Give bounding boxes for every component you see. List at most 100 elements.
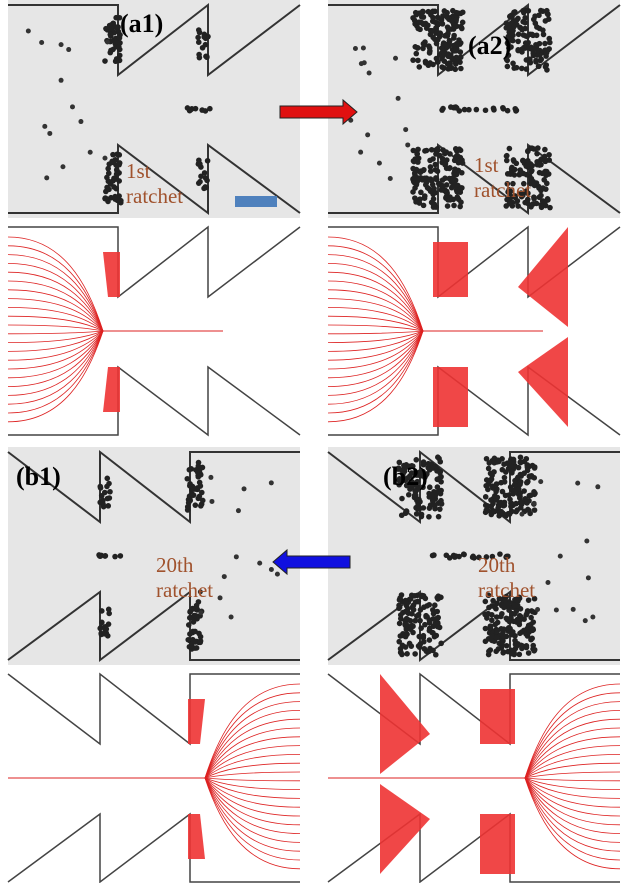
ratchet-annotation: ratchet bbox=[474, 178, 531, 202]
particle bbox=[502, 503, 508, 509]
particle bbox=[396, 605, 402, 611]
particle bbox=[526, 629, 532, 635]
particle bbox=[541, 32, 547, 38]
particle bbox=[184, 476, 190, 482]
particle bbox=[504, 634, 510, 640]
particle bbox=[543, 62, 549, 68]
particle bbox=[529, 163, 535, 169]
particle bbox=[460, 20, 466, 26]
particle bbox=[424, 25, 430, 31]
photo-panel: (b1)20thratchet bbox=[8, 447, 300, 665]
particle bbox=[531, 648, 537, 654]
particle bbox=[106, 187, 112, 193]
particle bbox=[102, 58, 108, 64]
particle bbox=[110, 47, 116, 53]
particle bbox=[105, 40, 110, 45]
particle bbox=[485, 611, 491, 617]
particle bbox=[494, 614, 500, 620]
particle bbox=[503, 493, 509, 499]
particle bbox=[107, 489, 113, 495]
particle bbox=[532, 465, 538, 471]
particle bbox=[546, 152, 552, 158]
particle bbox=[114, 25, 120, 31]
particle bbox=[554, 607, 559, 612]
particle bbox=[26, 28, 31, 33]
particle bbox=[538, 479, 543, 484]
particle bbox=[234, 554, 239, 559]
particle bbox=[193, 502, 199, 508]
particle bbox=[426, 491, 432, 497]
particle bbox=[96, 552, 102, 558]
particle bbox=[457, 204, 463, 210]
particle bbox=[434, 595, 440, 601]
particle bbox=[494, 635, 500, 641]
particle bbox=[105, 166, 111, 172]
particle bbox=[519, 512, 524, 517]
particle bbox=[512, 603, 518, 609]
particle bbox=[532, 501, 537, 506]
particle bbox=[103, 553, 109, 559]
particle bbox=[488, 471, 494, 477]
particle bbox=[453, 56, 459, 62]
particle bbox=[105, 633, 111, 639]
particle bbox=[111, 176, 117, 182]
particle bbox=[107, 32, 113, 38]
particle bbox=[456, 554, 462, 560]
particle bbox=[196, 39, 202, 45]
particle bbox=[113, 58, 119, 64]
particle bbox=[229, 615, 234, 620]
particle bbox=[461, 552, 467, 558]
particle bbox=[197, 472, 203, 478]
photo-panel: (a2)1stratchet bbox=[328, 0, 620, 218]
particle bbox=[545, 11, 551, 17]
particle bbox=[377, 161, 382, 166]
particle bbox=[114, 152, 120, 158]
particle bbox=[521, 10, 527, 16]
particle bbox=[526, 508, 532, 514]
particle bbox=[519, 66, 525, 72]
particle bbox=[269, 480, 274, 485]
particle bbox=[511, 157, 517, 163]
particle bbox=[421, 203, 427, 209]
particle bbox=[516, 32, 522, 38]
particle bbox=[523, 612, 529, 618]
particle bbox=[488, 504, 494, 510]
particle bbox=[203, 175, 209, 181]
particle bbox=[115, 197, 121, 203]
particle bbox=[583, 618, 588, 623]
particle bbox=[99, 608, 105, 614]
particle bbox=[413, 199, 419, 205]
particle bbox=[506, 607, 512, 613]
particle bbox=[435, 484, 441, 490]
particle bbox=[404, 509, 410, 515]
particle bbox=[398, 616, 404, 622]
particle bbox=[513, 487, 519, 493]
particle bbox=[483, 639, 489, 645]
particle bbox=[412, 593, 418, 599]
particle bbox=[427, 45, 433, 51]
particle bbox=[430, 156, 436, 162]
simulation-panel bbox=[328, 222, 620, 440]
particle bbox=[500, 467, 506, 473]
particle bbox=[419, 512, 425, 518]
particle bbox=[193, 613, 199, 619]
particle bbox=[443, 149, 449, 155]
particle bbox=[486, 460, 492, 466]
panel-label: (a1) bbox=[120, 9, 163, 38]
particle bbox=[78, 119, 83, 124]
particle bbox=[442, 33, 448, 39]
particle bbox=[494, 628, 500, 634]
particle bbox=[506, 628, 512, 634]
particle bbox=[208, 475, 213, 480]
particle bbox=[422, 39, 428, 45]
particle bbox=[508, 500, 514, 506]
particle bbox=[504, 20, 510, 26]
particle bbox=[512, 106, 518, 112]
particle bbox=[450, 177, 456, 183]
particle bbox=[418, 10, 424, 16]
particle bbox=[529, 169, 535, 175]
particle bbox=[192, 629, 198, 635]
particle bbox=[451, 26, 457, 32]
particle bbox=[431, 186, 437, 192]
particle bbox=[104, 476, 110, 482]
